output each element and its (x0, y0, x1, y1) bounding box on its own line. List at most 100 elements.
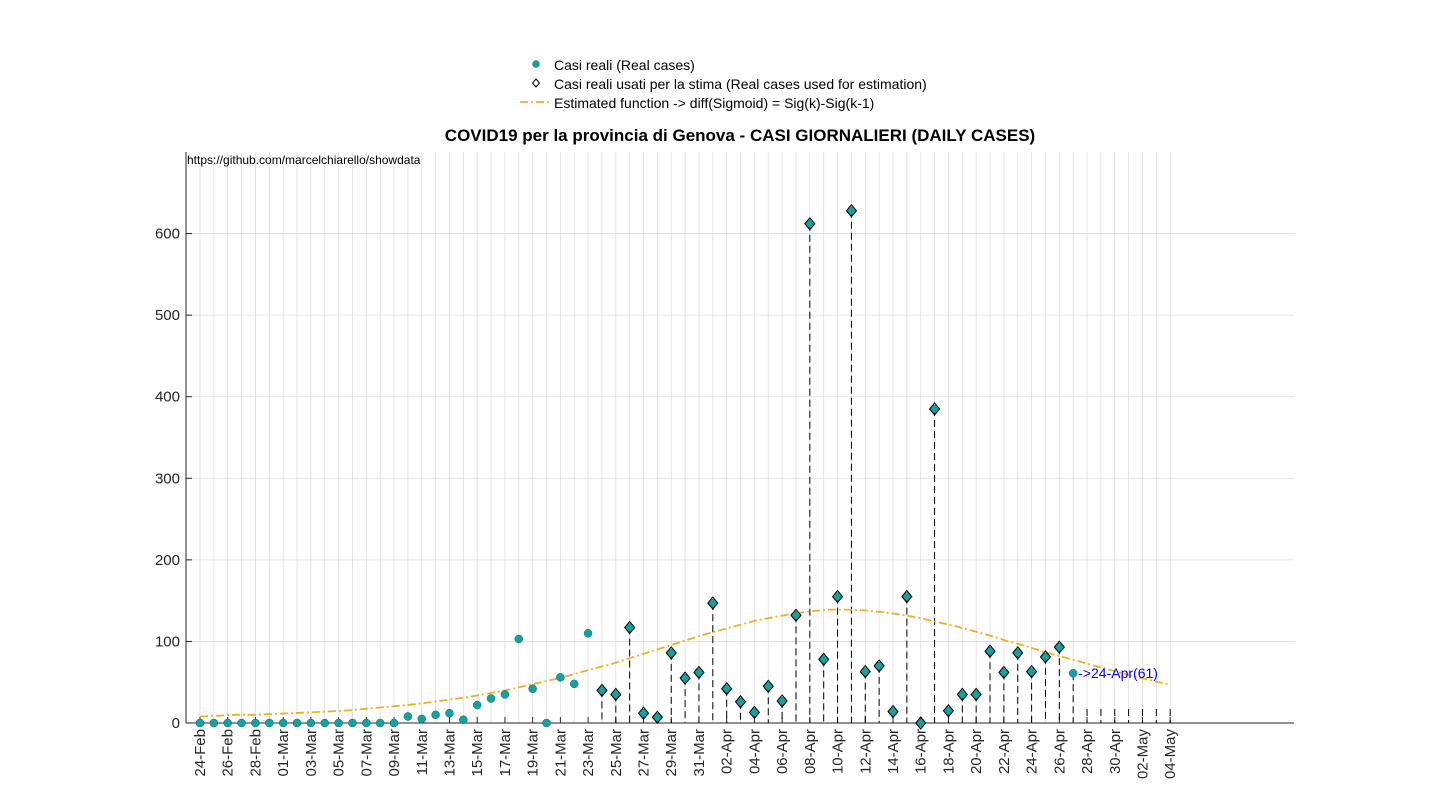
estimation-marker (859, 664, 871, 679)
estimation-marker (679, 671, 691, 685)
estimation-marker (845, 203, 858, 218)
real-case-point (708, 598, 718, 608)
x-tick-label: 02-Apr (719, 729, 736, 774)
estimation-marker (915, 716, 927, 730)
estimation-marker (956, 687, 968, 702)
x-tick-label: 20-Apr (968, 729, 985, 774)
x-tick-label: 17-Mar (497, 729, 514, 777)
real-case-point (209, 718, 219, 728)
real-case-point (348, 718, 357, 728)
x-tick-label: 19-Mar (525, 729, 542, 777)
last-value-annotation: ->24-Apr(61) (1078, 665, 1158, 681)
real-case-point (320, 718, 329, 728)
real-case-point (736, 697, 745, 707)
grid (186, 152, 1294, 723)
estimation-marker (1053, 640, 1065, 654)
real-case-point (528, 684, 537, 693)
real-case-point (971, 690, 981, 699)
x-tick-label: 07-Mar (358, 729, 375, 777)
real-case-point (680, 673, 690, 683)
x-tick-label: 08-Apr (802, 729, 819, 774)
real-case-point (569, 679, 579, 689)
real-case-point (722, 684, 731, 693)
estimation-marker (624, 620, 636, 635)
estimation-marker (1012, 646, 1024, 660)
real-case-point (514, 634, 524, 644)
estimation-marker (901, 589, 913, 604)
x-tick-label: 13-Mar (441, 729, 458, 777)
estimation-marker (610, 687, 622, 702)
real-case-point (459, 715, 468, 724)
real-case-point (791, 611, 801, 620)
real-case-point (431, 710, 440, 720)
real-case-point (306, 718, 316, 728)
x-tick-label: 23-Mar (580, 729, 597, 777)
real-case-point (625, 623, 634, 632)
y-tick-label: 100 (155, 633, 180, 650)
real-case-point (1068, 668, 1078, 678)
real-case-point (445, 708, 454, 718)
x-tick-label: 11-Mar (414, 729, 431, 775)
y-tick-label: 500 (155, 307, 180, 324)
real-case-point (639, 708, 648, 718)
x-tick-label: 30-Apr (1107, 729, 1124, 774)
estimation-marker (776, 694, 788, 708)
x-tick-label: 12-Apr (857, 729, 874, 774)
legend-label-estimation: Casi reali usati per la stima (Real case… (554, 76, 927, 92)
estimation-marker (928, 402, 941, 416)
real-case-point (1013, 648, 1022, 658)
x-tick-label: 03-Mar (303, 729, 320, 777)
real-case-point (486, 694, 496, 703)
estimation-marker (998, 665, 1010, 680)
x-tick-label: 26-Feb (220, 729, 237, 777)
estimation-marker (942, 703, 955, 718)
y-tick-label: 400 (155, 389, 180, 406)
real-case-point (833, 592, 842, 601)
real-case-point (1041, 652, 1050, 662)
x-tick-label: 05-Mar (331, 729, 348, 777)
real-case-point (556, 673, 565, 682)
x-tick-label: 18-Apr (940, 729, 957, 774)
real-case-point (888, 707, 898, 716)
legend: Casi reali (Real cases) Casi reali usati… (520, 57, 927, 111)
real-case-point (874, 661, 884, 671)
x-tick-label: 16-Apr (913, 729, 930, 774)
real-case-point (944, 706, 953, 716)
real-case-point (265, 718, 274, 728)
real-case-point (902, 592, 912, 601)
estimation-marker (970, 687, 982, 702)
real-case-point (417, 714, 427, 724)
real-case-point (389, 718, 399, 728)
real-case-point (237, 718, 246, 728)
x-tick-label: 15-Mar (469, 729, 486, 777)
estimation-marker (804, 217, 816, 231)
real-case-point (403, 712, 413, 721)
estimated-function-layer (199, 608, 1171, 718)
real-case-point (500, 690, 510, 699)
x-tick-label: 25-Mar (608, 729, 625, 777)
real-case-point (1055, 642, 1064, 652)
points (195, 203, 1078, 730)
estimation-marker (1025, 664, 1038, 679)
real-case-point (764, 682, 773, 691)
estimation-marker (651, 710, 664, 725)
x-tick-label: 24-Apr (1024, 729, 1041, 774)
estimation-marker (721, 681, 733, 696)
real-case-point (777, 696, 787, 706)
real-case-point (653, 713, 662, 722)
real-case-point (805, 219, 815, 229)
real-case-point (666, 648, 676, 658)
estimation-marker (693, 665, 705, 680)
real-case-point (861, 667, 870, 676)
x-tick-label: 24-Feb (192, 729, 209, 777)
real-case-point (195, 718, 205, 728)
real-case-point (278, 718, 288, 728)
real-case-point (958, 690, 967, 699)
x-tick-label: 29-Mar (663, 729, 680, 777)
real-case-point (583, 629, 593, 638)
x-tick-label: 31-Mar (691, 729, 708, 777)
real-case-point (611, 690, 621, 699)
estimation-marker (596, 683, 608, 698)
real-case-point (1027, 667, 1036, 676)
estimation-marker (873, 659, 885, 673)
